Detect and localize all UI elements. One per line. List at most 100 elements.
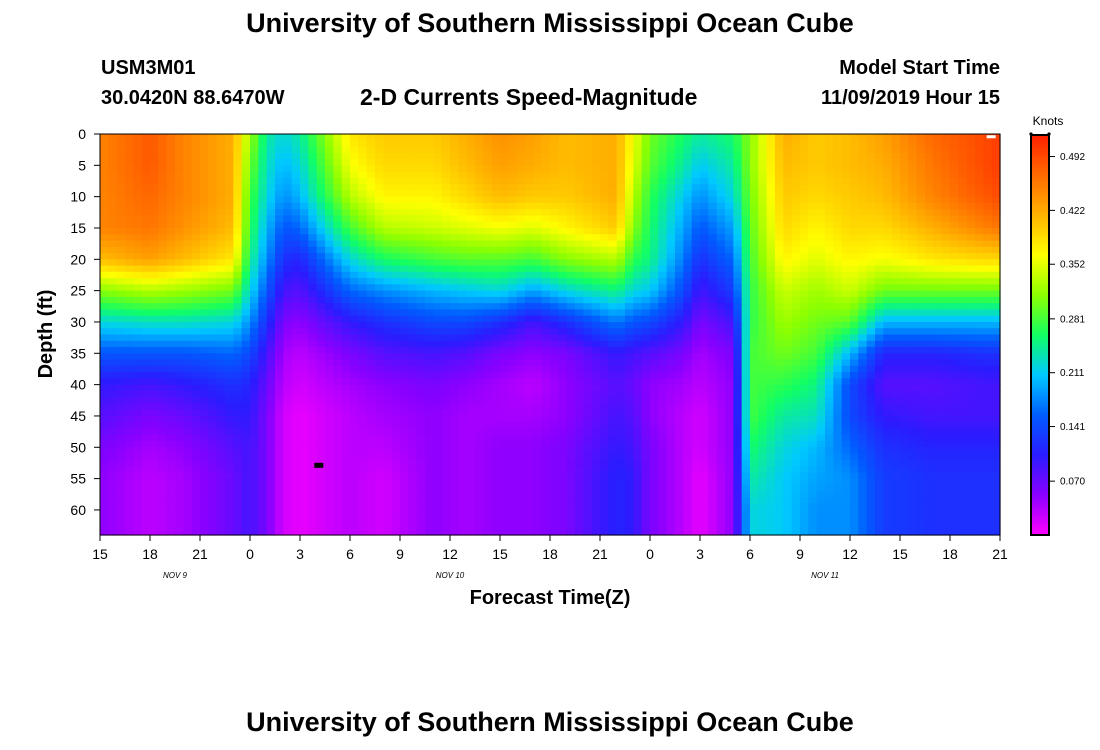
heatmap-cell [366,372,376,379]
heatmap-cell [175,134,184,141]
heatmap-cell [433,196,443,204]
heatmap-cell [266,478,276,486]
heatmap-cell [366,215,376,223]
heatmap-cell [558,171,568,179]
heatmap-cell [383,522,393,530]
heatmap-cell [650,491,659,499]
heatmap-cell [166,303,176,311]
heatmap-cell [141,453,151,461]
heatmap-cell [725,459,734,467]
heatmap-cell [508,372,518,379]
heatmap-cell [725,221,734,229]
heatmap-cell [166,415,176,423]
heatmap-cell [658,140,668,148]
heatmap-cell [116,528,126,536]
heatmap-cell [225,328,234,336]
heatmap-cell [475,365,484,373]
heatmap-cell [508,428,518,436]
heatmap-cell [516,290,526,298]
heatmap-cell [241,246,251,254]
heatmap-cell [541,259,551,267]
heatmap-cell [266,240,276,248]
heatmap-cell [241,516,251,524]
heatmap-cell [108,403,118,411]
heatmap-cell [533,441,543,448]
heatmap-cell [466,359,476,367]
heatmap-cell [708,491,718,499]
heatmap-cell [316,472,326,480]
heatmap-cell [283,140,293,148]
heatmap-cell [166,202,176,210]
heatmap-cell [616,441,626,448]
heatmap-cell [375,296,384,304]
heatmap-cell [350,196,359,204]
heatmap-cell [433,359,443,367]
heatmap-cell [375,459,384,467]
heatmap-cell [350,409,359,417]
heatmap-cell [375,140,384,148]
heatmap-cell [450,328,459,336]
heatmap-cell [475,491,484,499]
heatmap-cell [125,353,134,361]
heatmap-cell [625,397,634,405]
heatmap-cell [150,347,159,354]
heatmap-cell [150,365,159,373]
heatmap-cell [383,378,393,386]
heatmap-cell [725,184,734,191]
heatmap-cell [325,503,334,511]
heatmap-cell [308,209,318,217]
heatmap-cell [116,491,126,499]
heatmap-cell [441,284,451,292]
heatmap-cell [516,522,526,530]
heatmap-cell [108,390,118,398]
heatmap-cell [341,259,351,267]
heatmap-cell [466,271,476,279]
heatmap-cell [233,397,243,405]
heatmap-cell [508,466,518,473]
heatmap-cell [466,522,476,530]
heatmap-cell [466,177,476,185]
heatmap-cell [366,202,376,210]
heatmap-cell [666,296,676,304]
heatmap-cell [416,441,426,448]
heatmap-cell [166,315,176,323]
heatmap-cell [125,422,134,430]
heatmap-cell [150,509,159,517]
heatmap-cell [216,177,226,185]
heatmap-cell [425,484,434,492]
heatmap-cell [550,221,559,229]
heatmap-cell [183,315,193,323]
heatmap-cell [358,409,368,417]
heatmap-cell [666,315,676,323]
heatmap-cell [233,278,243,285]
heatmap-cell [400,347,409,354]
heatmap-cell [550,284,559,292]
heatmap-cell [733,516,743,524]
heatmap-cell [641,484,651,492]
heatmap-cell [716,403,726,411]
heatmap-cell [241,384,251,392]
heatmap-cell [666,177,676,185]
heatmap-cell [116,159,126,166]
heatmap-cell [100,315,109,323]
heatmap-cell [325,253,334,260]
heatmap-cell [291,372,301,379]
heatmap-cell [383,422,393,430]
heatmap-cell [516,184,526,191]
heatmap-cell [475,359,484,367]
heatmap-cell [616,478,626,486]
heatmap-cell [100,378,109,386]
heatmap-cell [300,190,309,198]
heatmap-cell [558,284,568,292]
heatmap-cell [691,177,701,185]
heatmap-cell [550,159,559,166]
heatmap-cell [175,271,184,279]
heatmap-cell [108,315,118,323]
heatmap-cell [450,466,459,473]
heatmap-cell [266,159,276,166]
heatmap-cell [108,522,118,530]
heatmap-cell [541,278,551,285]
heatmap-cell [583,140,593,148]
heatmap-cell [375,453,384,461]
heatmap-cell [408,315,418,323]
